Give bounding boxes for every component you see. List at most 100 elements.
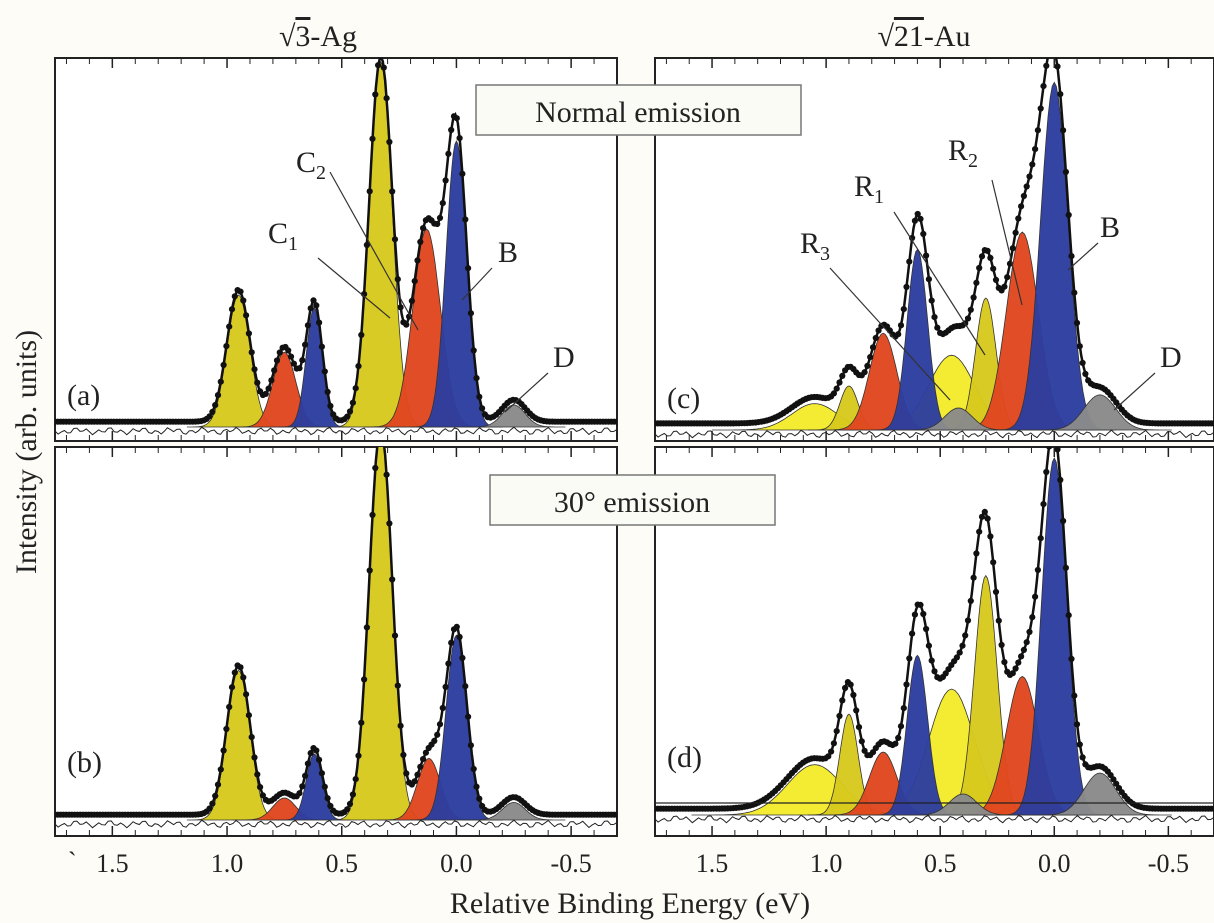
data-point [839,697,846,704]
data-point [1018,653,1025,660]
data-point [920,230,927,237]
data-point [847,681,854,688]
annotation-subscript: 3 [820,243,830,265]
data-point [1023,183,1030,190]
data-point [917,601,924,609]
data-point [828,748,835,755]
data-point [1009,245,1016,252]
data-point [839,372,846,379]
data-point [914,210,921,218]
annotation-subscript: 2 [316,162,326,184]
angle-emission-box [489,474,776,526]
data-point [970,294,977,301]
data-point [442,683,449,691]
data-point [420,225,427,232]
annotation-subscript: 1 [874,186,884,208]
data-point [836,712,843,720]
data-point [1046,48,1052,54]
data-point [268,377,275,384]
data-point [448,639,455,646]
annotation-label-b: B [498,236,518,269]
data-point [1049,42,1055,48]
annotation-base: B [498,236,518,269]
data-point [992,588,1000,596]
data-point [953,654,961,661]
data-point [321,368,328,375]
data-point [462,216,469,223]
data-point [861,747,868,754]
annotation-leader-c2 [329,171,419,331]
data-point [408,297,415,304]
data-point [243,312,250,319]
data-point [212,402,219,409]
data-point [830,740,838,747]
data-point [380,64,387,71]
stray-mark: ` [68,847,77,876]
data-point [992,276,1000,283]
data-point [422,749,429,756]
data-point [1076,741,1083,748]
data-point [1043,62,1050,69]
data-point [1062,168,1069,175]
x-tick-label: -0.5 [551,849,592,878]
data-point [1046,447,1053,450]
data-point [321,783,328,790]
annotation-leader-r1 [893,211,986,356]
data-point [313,302,320,309]
annotation-leader-r2 [991,179,1023,306]
annotation-leader-b [1067,242,1099,271]
data-point [978,253,986,260]
data-point [1079,754,1086,761]
data-point [1054,63,1061,70]
data-point [271,367,278,374]
residual-line-b [55,819,617,829]
data-point [987,533,994,540]
data-point [212,792,219,800]
data-point [973,279,980,286]
data-point [285,347,292,354]
data-point [363,241,370,249]
data-point [327,402,334,410]
data-point [302,772,309,779]
data-point [917,215,924,222]
data-point [1052,47,1058,53]
annotation-base: C [268,217,288,250]
data-point [302,341,309,348]
data-point [467,742,474,749]
sqrt-radicand-au: 21 [894,20,924,53]
data-point [1001,659,1008,666]
annotation-subscript: 1 [288,233,298,255]
data-point [861,369,868,376]
data-point [1068,655,1075,663]
column-title-au: √21-Au [877,20,970,53]
annotation-leader-c1 [317,257,391,319]
panel-plot-area [655,42,1214,439]
data-point [925,276,933,283]
data-point [1020,646,1027,654]
data-point [613,418,617,425]
data-point [869,344,877,351]
data-point [995,617,1002,624]
data-point [956,649,963,656]
annotation-label-d: D [553,341,575,374]
data-point [414,771,421,778]
data-point [459,654,466,662]
data-point [299,357,306,364]
data-point [389,576,396,583]
data-point [923,252,930,259]
data-point [352,776,359,783]
data-point [262,390,269,397]
data-point [1068,253,1075,260]
data-point [391,632,399,639]
data-point [613,811,617,818]
data-point [911,217,919,224]
data-point [920,610,927,618]
data-point [897,723,905,730]
data-point [1032,146,1039,153]
data-point [1015,215,1022,222]
data-point [358,331,365,338]
data-point [456,633,463,641]
data-point [375,62,382,69]
data-point [842,684,849,692]
